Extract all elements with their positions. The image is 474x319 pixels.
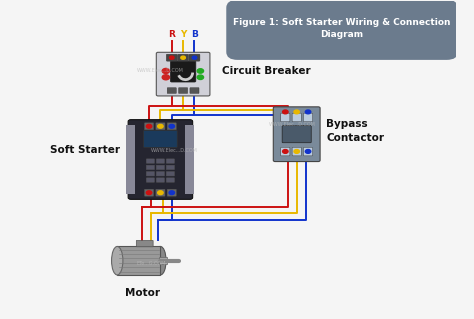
Ellipse shape [111,247,123,275]
FancyBboxPatch shape [128,120,192,199]
FancyBboxPatch shape [282,126,311,143]
Circle shape [283,110,288,114]
FancyBboxPatch shape [137,241,153,247]
FancyBboxPatch shape [156,159,164,163]
FancyBboxPatch shape [185,125,194,194]
FancyBboxPatch shape [303,147,312,156]
FancyBboxPatch shape [156,165,164,170]
FancyBboxPatch shape [146,172,155,176]
Circle shape [146,124,152,128]
Circle shape [197,75,203,79]
FancyBboxPatch shape [156,123,165,130]
Circle shape [294,150,300,153]
FancyBboxPatch shape [144,130,177,147]
Circle shape [197,69,203,73]
FancyBboxPatch shape [166,178,174,182]
Text: WWW.Elec...D.COM: WWW.Elec...D.COM [269,122,316,127]
FancyBboxPatch shape [167,123,176,130]
Circle shape [162,69,170,73]
Text: Circuit Breaker: Circuit Breaker [222,66,310,76]
FancyBboxPatch shape [178,54,189,61]
Circle shape [158,191,163,195]
FancyBboxPatch shape [127,125,136,194]
FancyBboxPatch shape [167,189,176,196]
Text: Soft Starter: Soft Starter [49,145,119,155]
Text: Figure 1: Soft Starter Wiring & Connection
Diagram: Figure 1: Soft Starter Wiring & Connecti… [233,18,451,39]
FancyBboxPatch shape [166,165,174,170]
FancyBboxPatch shape [226,0,458,60]
Text: B: B [191,30,198,39]
FancyBboxPatch shape [156,178,164,182]
Circle shape [169,124,174,128]
FancyBboxPatch shape [170,61,196,82]
FancyBboxPatch shape [273,107,320,161]
FancyBboxPatch shape [166,54,177,61]
Text: Bypass
Contactor: Bypass Contactor [326,119,384,143]
FancyBboxPatch shape [292,147,301,156]
FancyBboxPatch shape [179,88,188,93]
FancyBboxPatch shape [145,123,154,130]
FancyBboxPatch shape [117,247,160,275]
FancyBboxPatch shape [145,189,154,196]
Circle shape [169,191,174,195]
Text: R: R [168,30,175,39]
FancyBboxPatch shape [156,172,164,176]
Circle shape [294,110,300,114]
Ellipse shape [155,247,166,275]
FancyBboxPatch shape [146,165,155,170]
FancyBboxPatch shape [166,159,174,163]
FancyBboxPatch shape [166,172,174,176]
FancyBboxPatch shape [281,147,290,156]
FancyBboxPatch shape [156,52,210,96]
Text: WWW.Elec...D.COM: WWW.Elec...D.COM [151,147,198,152]
FancyBboxPatch shape [146,178,155,182]
Text: Y: Y [180,30,186,39]
Circle shape [181,56,185,59]
FancyBboxPatch shape [156,189,165,196]
FancyBboxPatch shape [292,113,301,122]
FancyBboxPatch shape [281,113,290,122]
Text: WWW.Elec...D.COM: WWW.Elec...D.COM [137,69,184,73]
Circle shape [146,191,152,195]
Circle shape [158,124,163,128]
FancyBboxPatch shape [189,54,200,61]
Circle shape [305,110,311,114]
FancyBboxPatch shape [190,88,199,93]
Circle shape [192,56,197,59]
Circle shape [170,56,174,59]
FancyBboxPatch shape [167,88,176,93]
Text: Motor: Motor [125,287,160,298]
FancyBboxPatch shape [303,113,312,122]
FancyBboxPatch shape [146,159,155,163]
FancyBboxPatch shape [159,257,167,264]
Circle shape [162,75,170,80]
Text: ETe...G.COM: ETe...G.COM [137,261,166,266]
Circle shape [283,150,288,153]
Circle shape [305,150,311,153]
